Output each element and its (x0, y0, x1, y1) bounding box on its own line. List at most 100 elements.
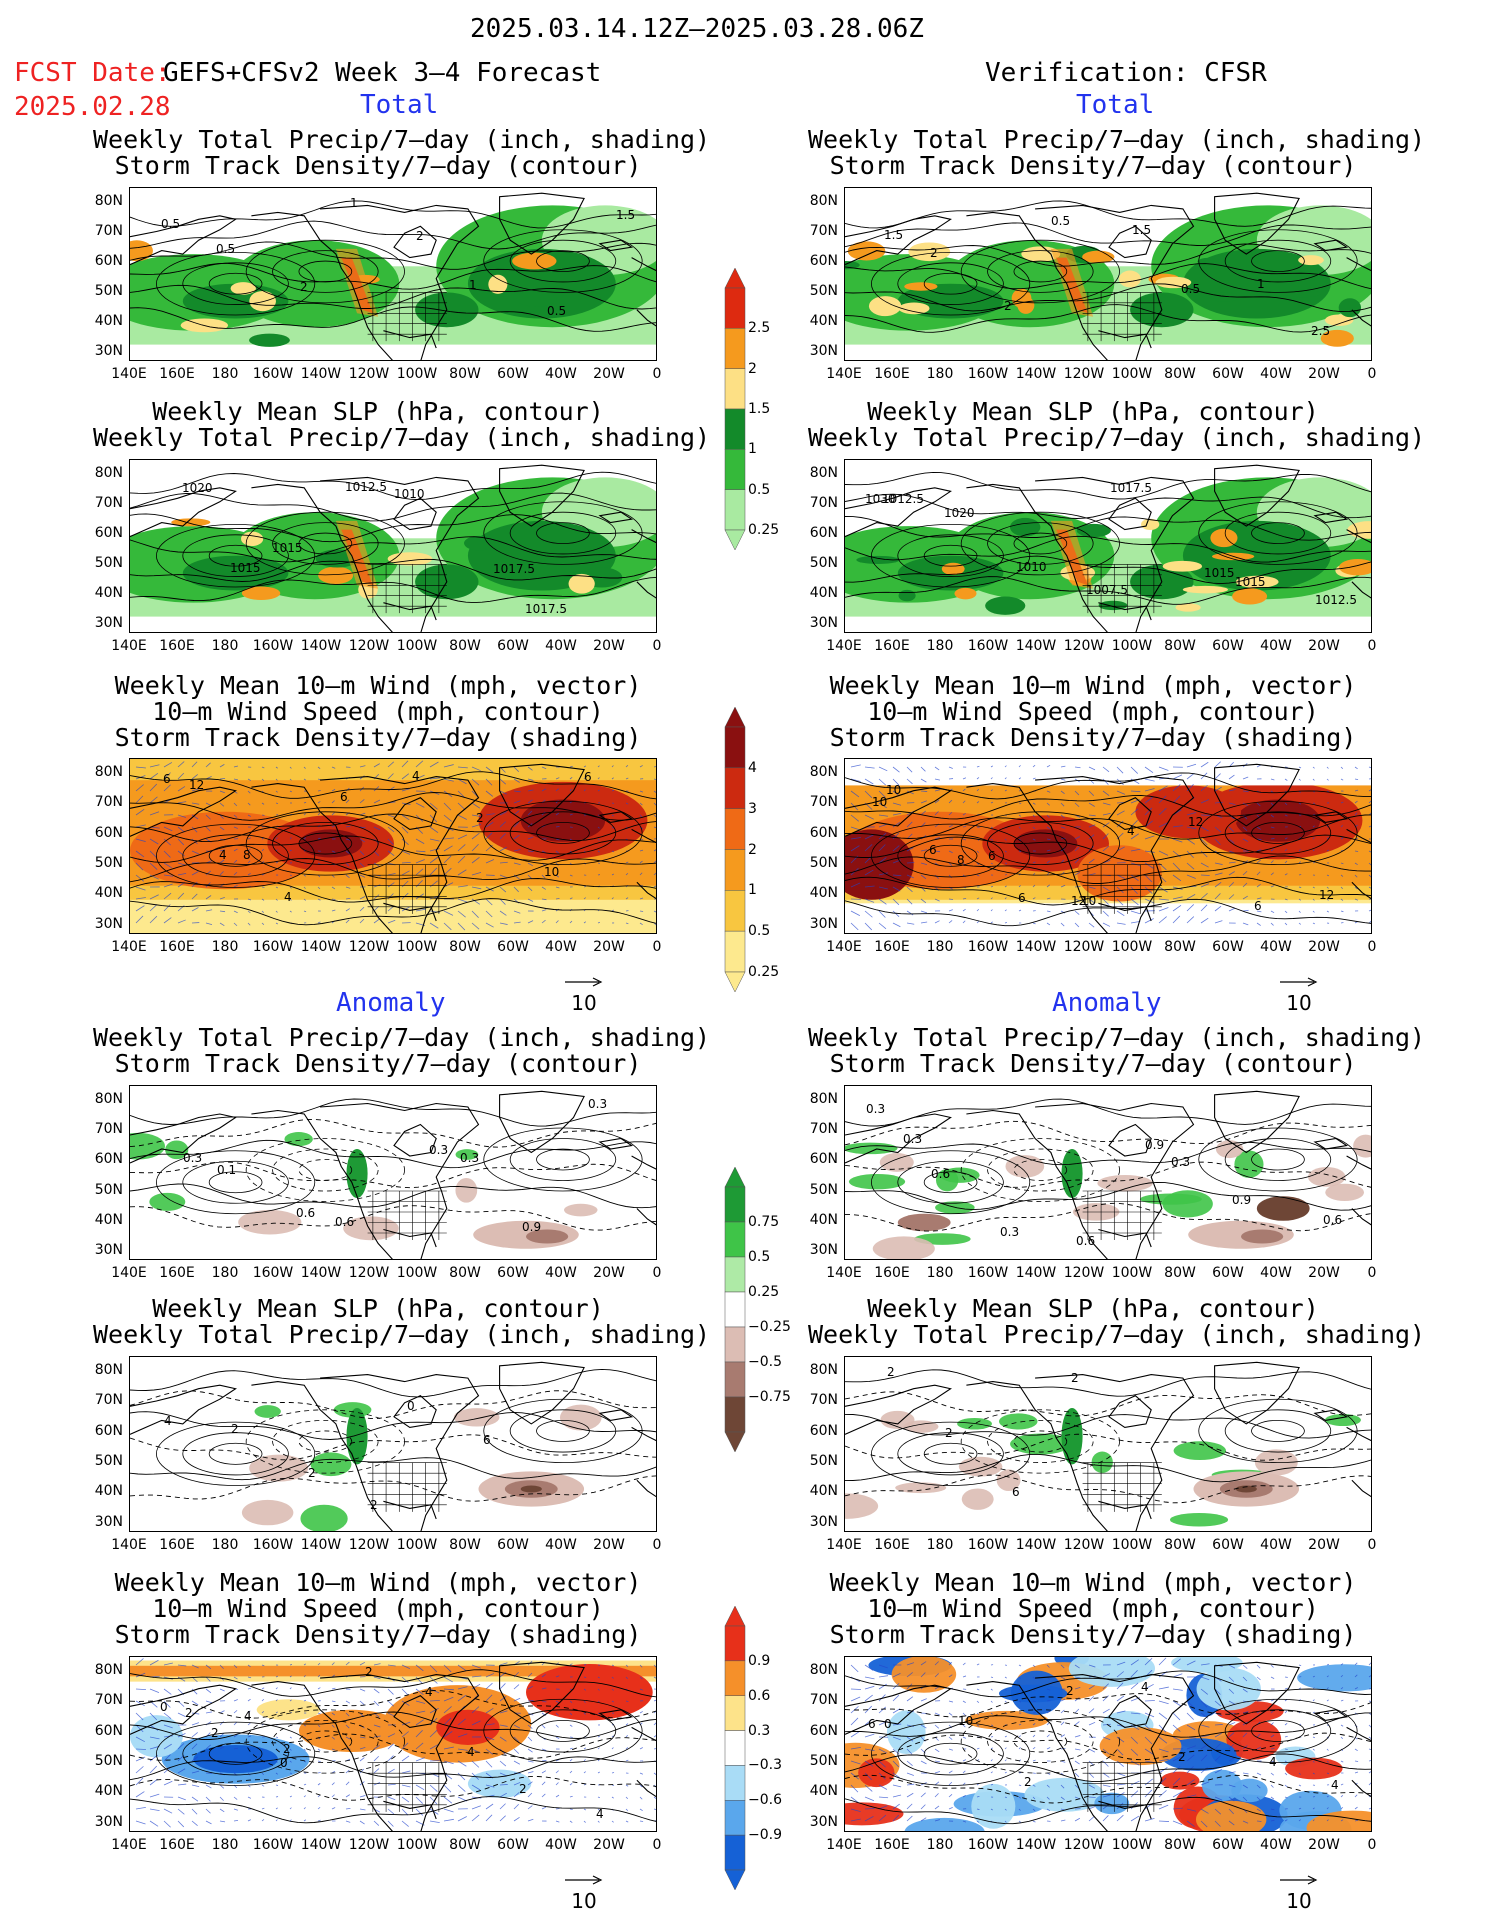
r6_left-lon-label: 80W (449, 1837, 481, 1853)
r5_right-title-line-2: Weekly Total Precip/7–day (inch, shading… (808, 1320, 1426, 1349)
r1_left-title-line-2: Storm Track Density/7–day (contour) (114, 151, 642, 180)
r6_left-contour-label: 4 (467, 1745, 475, 1759)
r5_left-lon-label: 80W (449, 1537, 481, 1553)
r1_left-title-line-1: Weekly Total Precip/7–day (inch, shading… (93, 125, 711, 154)
r2_left-lon-label: 160W (252, 638, 294, 654)
r2_right-lat-label: 70N (809, 495, 838, 511)
r5_left-map: 4 2 2 2 0 6 (130, 1357, 656, 1531)
r2_left-contour-label: 1012.5 (345, 480, 387, 494)
r4_right-lon-label: 140E (826, 1265, 862, 1281)
r4_left-lat-label: 60N (94, 1151, 123, 1168)
r5_left-lat-label: 70N (94, 1392, 123, 1409)
r6_right-contour-label: 10 (958, 1714, 973, 1728)
vector-reference-value: 10 (1286, 991, 1312, 1015)
r2_left-lon-label: 0 (652, 638, 662, 654)
r6_right-lat-label: 40N (809, 1783, 838, 1800)
r4_left-lon-label: 140E (111, 1265, 147, 1281)
r3_left-lon-label: 140E (111, 939, 147, 955)
r2_left-lon-label: 140E (111, 638, 147, 654)
colorbar-precip_anom-label: 0.25 (748, 1284, 780, 1300)
r4_right-lat-label: 30N (809, 1241, 838, 1258)
r5_left-lon-label: 60W (497, 1537, 529, 1553)
r1_right-lon-label: 60W (1212, 366, 1244, 382)
r3_right-lat-label: 60N (809, 824, 838, 841)
r2_left-lat-label: 50N (94, 555, 123, 571)
r6_right-map-panel: 6 10 2 2 4 2 4 4 0 (844, 1656, 1372, 1832)
r2_left-contour-label: 1020 (182, 481, 213, 495)
r1_right-lon-label: 80W (1164, 366, 1196, 382)
colorbar-precip_anom-graphic (724, 1166, 746, 1453)
r3_right-lon-label: 140E (826, 939, 862, 955)
r2_right-lon-label: 140E (826, 638, 862, 654)
r3_right-map-panel: 10 8 6 10 4 12 6 12 10 6 6 12 (844, 758, 1372, 934)
r4_left-contour-label: 0.9 (522, 1220, 541, 1234)
r5_right-lat-label: 60N (809, 1422, 838, 1439)
r2_right-contour-label: 1007.5 (1086, 583, 1128, 597)
r2_right-contour-label: 1030 (865, 492, 896, 506)
r2_left-lon-label: 40W (545, 638, 577, 654)
colorbar-storm_anom (720, 1605, 750, 1891)
r3_right-contour-label: 12 (1071, 894, 1086, 908)
r2_right-lon-label: 140W (1015, 638, 1057, 654)
r4_right-contour-label: 0.9 (1232, 1193, 1251, 1207)
r2_right-lat-label: 30N (809, 615, 838, 631)
r5_right-contour-label: 2 (1071, 1371, 1079, 1385)
r5_left-lat-label: 50N (94, 1453, 123, 1470)
r3_right-contour-label: 12 (1319, 888, 1334, 902)
r4_left-contour-label: 0.6 (296, 1206, 315, 1220)
r4_left-lon-label: 0 (652, 1265, 662, 1281)
r2_right-contour-label: 1020 (944, 506, 975, 520)
r1_right-contour-label: 2 (1004, 299, 1012, 313)
r5_right-contour-label: 2 (945, 1426, 953, 1440)
r3_left-map: 6 8 4 6 4 2 10 6 12 4 (130, 759, 656, 933)
r5_left-lon-label: 180 (211, 1537, 239, 1553)
r1_left-lon-label: 60W (497, 366, 529, 382)
r5_right-lon-label: 0 (1367, 1537, 1377, 1553)
r5_left-lon-label: 140E (111, 1537, 147, 1553)
r5_right-lat-label: 70N (809, 1392, 838, 1409)
r2_right-lon-label: 20W (1308, 638, 1340, 654)
r4_right-contour-label: 0.9 (1145, 1138, 1164, 1152)
r5_left-lon-label: 40W (545, 1537, 577, 1553)
r6_left-lat-label: 40N (94, 1783, 123, 1800)
r2_right-lon-label: 80W (1164, 638, 1196, 654)
r5_right-map: 2 2 6 2 (845, 1357, 1371, 1531)
r5_right-title-line-1: Weekly Mean SLP (hPa, contour) (867, 1294, 1319, 1323)
r6_right-lon-label: 20W (1308, 1837, 1340, 1853)
r5_right-lon-label: 160W (967, 1537, 1009, 1553)
r4_left-contour-label: 0.1 (217, 1163, 236, 1177)
fcst-date-label: FCST Date: (14, 58, 171, 88)
r2_left-lat-label: 60N (94, 525, 123, 541)
r6_left-lon-label: 160E (159, 1837, 195, 1853)
colorbar-storm_total-label: 2 (748, 841, 757, 858)
r3_left-title-line-3: Storm Track Density/7–day (shading) (114, 723, 642, 752)
r6_right-lon-label: 180 (926, 1837, 954, 1853)
r5_left-lon-label: 20W (593, 1537, 625, 1553)
r2_right-lat-label: 80N (809, 465, 838, 481)
r1_right-contour-label: 2 (930, 246, 938, 260)
r6_left-contour-label: 4 (425, 1685, 433, 1699)
r5_left-contour-label: 6 (483, 1433, 491, 1447)
r6_left-contour-label: 2 (185, 1706, 193, 1720)
r3_right-lat-label: 50N (809, 855, 838, 872)
r4_left-lon-label: 120W (348, 1265, 390, 1281)
r3_left-lon-label: 120W (348, 939, 390, 955)
r1_right-map: 1.5 2 2 0.5 1.5 0.5 1 2.5 (845, 188, 1371, 360)
colorbar-precip_anom (720, 1166, 750, 1453)
colorbar-storm_anom-label: 0.3 (748, 1722, 771, 1739)
r6_right-contour-label: 4 (1331, 1778, 1339, 1792)
r6_left-lat-label: 80N (94, 1662, 123, 1678)
r1_right-lat-label: 40N (809, 313, 838, 329)
r6_right-lon-label: 100W (1111, 1837, 1153, 1853)
r3_right-title-line-3: Storm Track Density/7–day (shading) (829, 723, 1357, 752)
r2_left-lat-label: 40N (94, 585, 123, 601)
r2_left-lon-label: 100W (396, 638, 438, 654)
r1_left-lat-label: 70N (94, 223, 123, 239)
r2_left-lon-label: 20W (593, 638, 625, 654)
r2_right-contour-label: 1015 (1204, 566, 1235, 580)
r1_right-lat-label: 70N (809, 223, 838, 239)
r4_right-lon-label: 100W (1111, 1265, 1153, 1281)
r6_right-contour-label: 0 (884, 1717, 892, 1731)
vector-reference-value: 10 (1286, 1889, 1312, 1913)
r2_left-lon-label: 80W (449, 638, 481, 654)
